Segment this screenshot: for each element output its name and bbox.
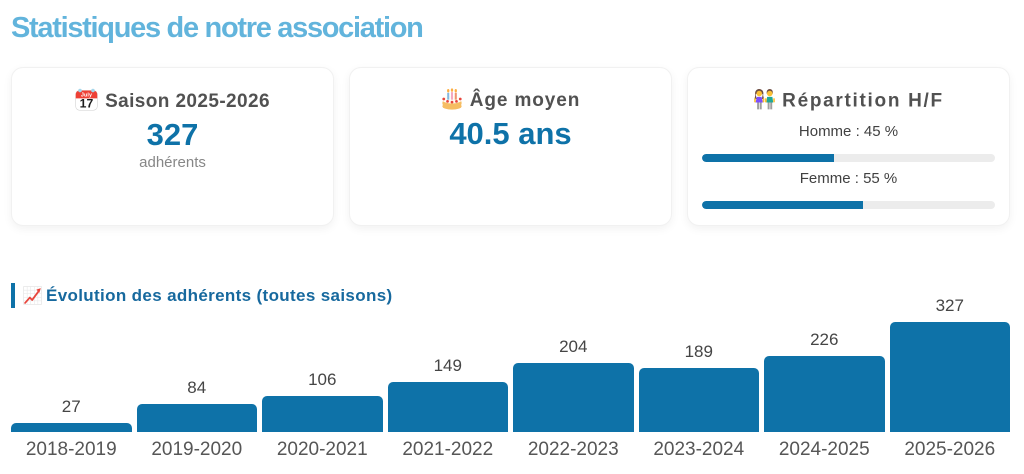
svg-text:July: July	[81, 93, 92, 99]
svg-text:17: 17	[80, 96, 94, 110]
